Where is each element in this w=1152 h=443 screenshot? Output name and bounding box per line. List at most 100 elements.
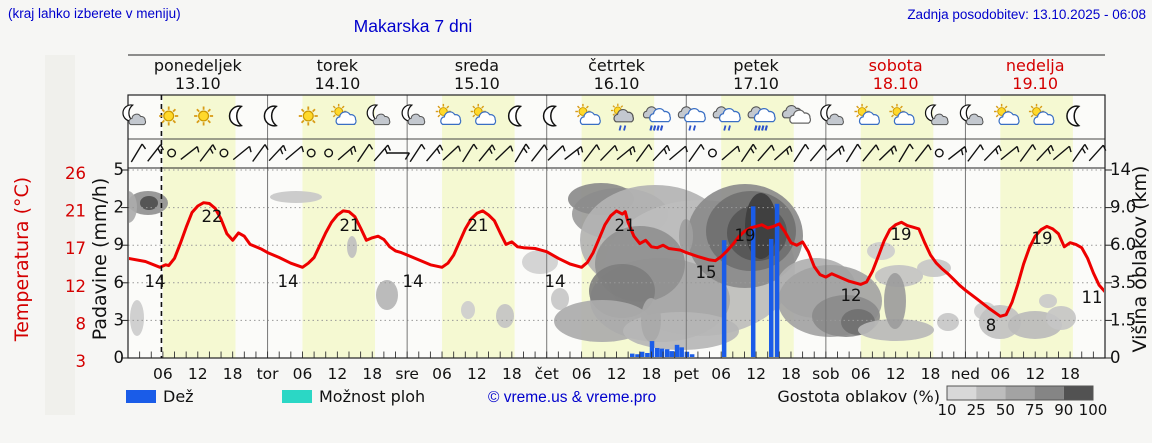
cloudheight-tick-label: 9.0 [1110, 198, 1136, 217]
sun-icon [298, 106, 318, 126]
time-tick-label: ned [951, 365, 980, 383]
temp-value-label: 15 [696, 263, 717, 282]
temp-value-label: 22 [202, 207, 223, 226]
day-date: 16.10 [594, 74, 640, 93]
left-margin-strip [45, 55, 75, 415]
copyright-link[interactable]: © vreme.us & vreme.pro [488, 389, 657, 406]
wind-barb-icon [495, 145, 514, 161]
wind-barb-icon [878, 145, 898, 161]
time-tick-label: čet [535, 365, 559, 383]
day-date: 14.10 [314, 74, 360, 93]
wind-barb-icon [583, 144, 601, 162]
wind-barb-icon [826, 145, 845, 161]
temp-value-label: 11 [1082, 288, 1103, 307]
density-tick-label: 100 [1079, 401, 1108, 419]
showers-legend-label: Možnost ploh [319, 387, 426, 406]
temp-tick-label: 12 [65, 277, 86, 296]
sun-icon [159, 106, 179, 126]
rain-bar [684, 351, 690, 357]
cloud-icon [781, 105, 812, 124]
wind-barb-icon [757, 144, 775, 162]
wind-barb-icon [773, 145, 793, 161]
wind-barb-icon [530, 144, 548, 162]
temp-tick-label: 3 [76, 352, 87, 371]
rain-bar [630, 353, 635, 357]
precip-tick-label: 5 [114, 160, 125, 179]
sun-cloud-icon [575, 103, 601, 126]
day-date: 19.10 [1012, 74, 1058, 93]
cloudheight-tick-label: 14 [1110, 160, 1131, 179]
day-date: 17.10 [733, 74, 779, 93]
time-tick-label: 12 [327, 365, 347, 383]
wind-barb-icon [564, 145, 584, 161]
wind-barb-icon [862, 144, 880, 162]
cloud-blob [140, 196, 158, 210]
density-tick-label: 25 [967, 401, 986, 419]
wind-barb-icon [426, 144, 444, 162]
rain-legend-label: Dež [163, 387, 194, 406]
moon-icon [263, 105, 278, 127]
rain-bar [649, 341, 655, 357]
time-tick-label: 18 [362, 365, 382, 383]
wind-barb-icon [845, 143, 862, 163]
rain-bar [774, 203, 780, 357]
density-strip-border [946, 385, 1094, 401]
temp-value-label: 19 [891, 225, 912, 244]
calm-wind-icon [707, 148, 717, 158]
temp-value-label: 14 [278, 272, 299, 291]
day-name: sreda [455, 56, 499, 75]
calm-wind-icon [934, 148, 944, 158]
temp-value-label: 8 [986, 316, 997, 335]
precip-tick-label: 6 [114, 273, 125, 292]
temp-tick-label: 17 [65, 239, 86, 258]
wind-barb-icon [1072, 143, 1089, 163]
rain-bar [689, 354, 695, 357]
density-tick-label: 50 [996, 401, 1015, 419]
time-tick-label: tor [257, 365, 280, 383]
cloudheight-tick-label: 3.5 [1110, 273, 1136, 292]
rain-heavy-icon [747, 106, 776, 131]
precip-tick-label: 2 [114, 198, 125, 217]
rain-bar [674, 344, 680, 357]
wind-barb-icon [688, 143, 705, 163]
cloud-blob [270, 191, 322, 203]
day-date: 18.10 [873, 74, 919, 93]
time-tick-label: 18 [223, 365, 243, 383]
day-date: 15.10 [454, 74, 500, 93]
wind-barb-icon [409, 143, 426, 163]
density-swatch [976, 386, 1006, 400]
day-name: sobota [869, 56, 923, 75]
time-tick-label: 12 [746, 365, 766, 383]
cloud-blob [496, 304, 514, 328]
day-name: torek [317, 56, 359, 75]
temp-tick-label: 21 [65, 202, 86, 221]
time-tick-label: sob [812, 365, 839, 383]
cloud-blob [884, 273, 906, 329]
sun-cloud-icon [470, 103, 497, 126]
precip-tick-label: 0 [114, 348, 125, 367]
rain-layer [630, 203, 780, 357]
moon-cloud-icon [959, 104, 984, 126]
cloud-density-legend-label: Gostota oblakov (%) [777, 387, 940, 406]
time-tick-label: 18 [921, 365, 941, 383]
time-tick-label: pet [674, 365, 699, 383]
cloudheight-tick-label: 1.5 [1110, 310, 1136, 329]
temp-value-label: 14 [403, 272, 424, 291]
rain-bar [679, 347, 684, 357]
rain-bar [750, 206, 756, 357]
sun-cloud-icon [435, 103, 462, 126]
time-tick-label: 12 [188, 365, 208, 383]
wind-barb-icon [337, 145, 357, 161]
moon-icon [1066, 105, 1081, 127]
cloud-blob [461, 301, 475, 319]
time-tick-label: 18 [502, 365, 522, 383]
cloud-blob [1039, 294, 1057, 308]
wind-barb-icon [462, 143, 478, 163]
calm-wind-icon [167, 148, 177, 158]
rain-bar [645, 352, 650, 357]
wind-barb-icon [809, 144, 828, 162]
cloudheight-tick-label: 6.0 [1110, 235, 1136, 254]
density-tick-label: 10 [937, 401, 956, 419]
day-date: 13.10 [175, 74, 221, 93]
wind-barb-icon [914, 144, 932, 162]
